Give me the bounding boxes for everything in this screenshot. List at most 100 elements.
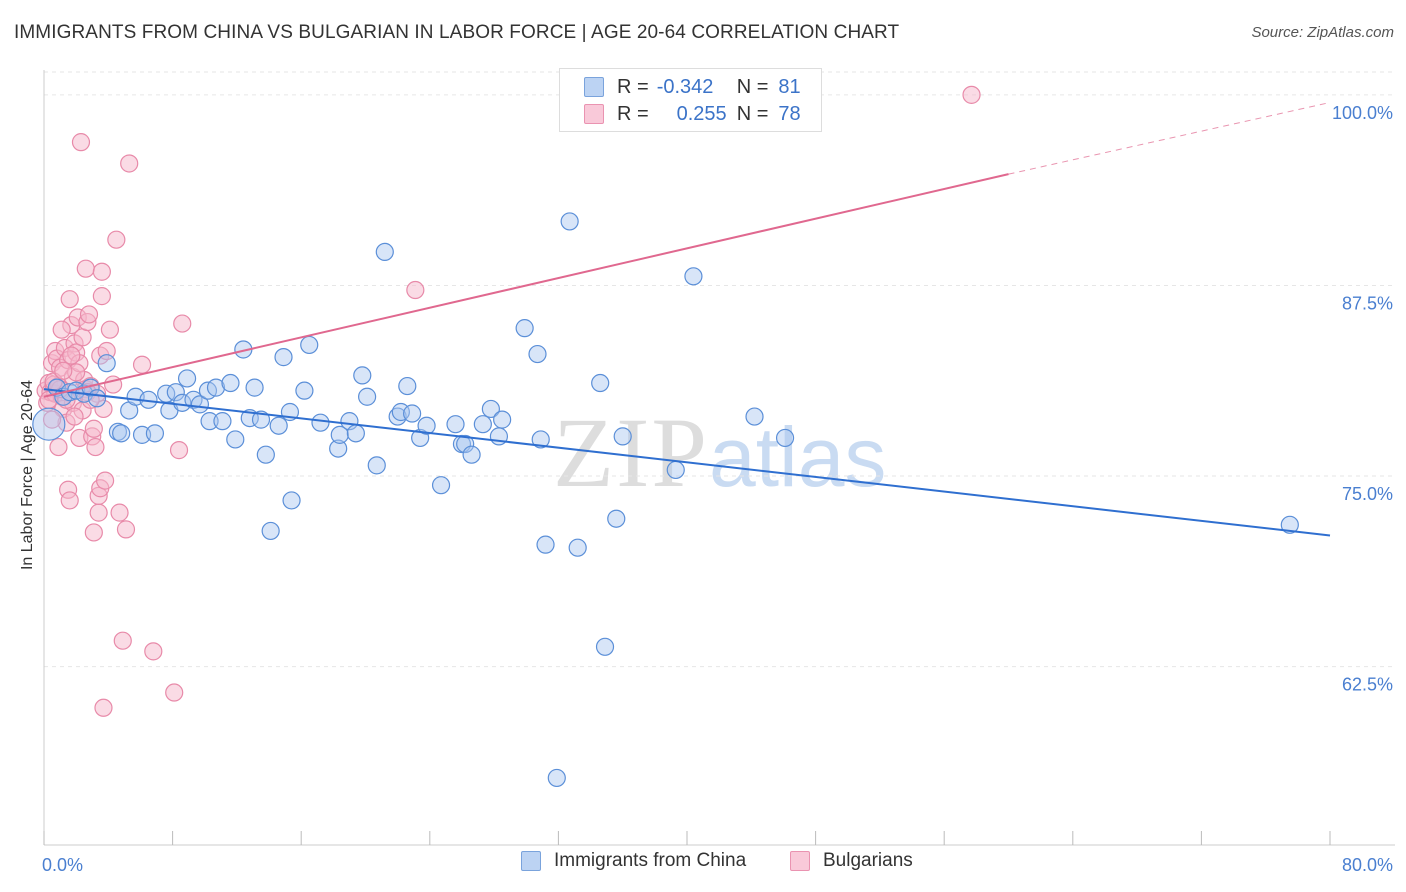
x-tick-label-min: 0.0% [42, 855, 83, 875]
china-point [547, 768, 566, 788]
r-value: -0.342 [656, 75, 714, 98]
china-point [311, 413, 330, 432]
y-tick-label: 75.0% [1342, 484, 1393, 504]
bulgarian-point [173, 314, 192, 333]
bulgarian-point [95, 471, 115, 490]
china-point [613, 427, 632, 446]
china-point [473, 415, 492, 434]
x-tick-label-max: 80.0% [1342, 855, 1393, 875]
bulgarian-point [62, 346, 81, 365]
china-point [536, 535, 555, 554]
china-point [358, 387, 377, 406]
china-point [403, 404, 422, 423]
bulgarian-point [54, 361, 73, 380]
bulgarian-point [60, 290, 79, 309]
bulgarian-point [84, 523, 103, 542]
china-swatch [584, 77, 604, 97]
china-point [607, 509, 626, 528]
china-point [568, 538, 587, 557]
n-value: 81 [778, 75, 801, 98]
r-value: 0.255 [676, 102, 727, 125]
china-point [528, 344, 547, 364]
chart-title: IMMIGRANTS FROM CHINA VS BULGARIAN IN LA… [14, 22, 900, 43]
y-tick-label: 62.5% [1342, 675, 1393, 695]
china-point [300, 335, 319, 355]
china-point [462, 445, 481, 464]
series-legend: Immigrants from China Bulgarians [0, 850, 1406, 878]
bulgarian-point [92, 287, 111, 306]
bulgarian-point [94, 399, 113, 419]
bulgarian-point [113, 631, 132, 650]
china-point [269, 416, 288, 435]
watermark: ZIPatlas [553, 395, 886, 510]
china-point [346, 424, 365, 443]
bulgarian-point [116, 520, 136, 539]
china-point [190, 395, 210, 414]
bulgarian-point [89, 503, 108, 522]
china-point [87, 389, 107, 408]
bulgarian-point [60, 491, 79, 510]
china-point [456, 434, 475, 454]
china-point [591, 373, 610, 393]
bulgarian-trend-extension [1008, 102, 1331, 175]
china-point [226, 430, 245, 449]
tick-labels: 62.5% 75.0% 87.5% 100.0% 0.0% 80.0% [42, 103, 1393, 875]
china-point [173, 393, 192, 412]
legend-row-china: R = -0.342 N = 81 [584, 74, 801, 100]
bulgarian-point [110, 503, 129, 522]
watermark-zip: ZIP [553, 397, 709, 508]
china-point [367, 456, 386, 475]
bulgarian-point [132, 355, 152, 374]
china-point [145, 424, 165, 443]
n-label: N = [736, 102, 769, 125]
y-tick-label: 100.0% [1332, 103, 1393, 123]
bulgarian-point [76, 259, 95, 278]
source-credit: Source: ZipAtlas.com [1251, 24, 1394, 41]
n-value: 78 [778, 102, 801, 125]
legend-item-bulgarian[interactable]: Bulgarians [790, 850, 913, 872]
bulgarian-point [73, 328, 92, 347]
china-point [666, 460, 685, 480]
r-label: R = [617, 75, 649, 98]
china-point [213, 412, 232, 431]
watermark-atlas: atlas [709, 410, 887, 504]
china-point [560, 212, 579, 231]
china-point [745, 407, 764, 426]
china-swatch [521, 851, 541, 871]
china-point [493, 410, 512, 429]
bulgarian-point [100, 320, 120, 339]
bulgarian-point [962, 85, 981, 104]
trend-lines [43, 102, 1331, 537]
legend-item-china[interactable]: Immigrants from China [521, 850, 746, 872]
china-point [481, 399, 500, 419]
china-point [515, 319, 534, 338]
bulgarian-swatch [584, 104, 604, 124]
china-point [32, 407, 66, 441]
china-point [177, 369, 197, 388]
china-point [112, 424, 131, 443]
r-label: R = [617, 102, 649, 125]
china-point [353, 366, 372, 385]
china-point [775, 428, 795, 448]
n-label: N = [736, 75, 769, 98]
bulgarian-point [65, 407, 84, 426]
china-trend-line [43, 388, 1331, 537]
china-point [256, 445, 275, 464]
legend-label-bulgarian: Bulgarians [823, 850, 913, 871]
bulgarian-points [36, 85, 981, 717]
china-point [206, 378, 226, 397]
bulgarian-point [49, 437, 68, 457]
bulgarian-point [84, 419, 103, 438]
bulgarian-point [406, 280, 425, 300]
legend-label-china: Immigrants from China [554, 850, 747, 871]
bulgarian-point [71, 133, 91, 152]
bulgarian-point [79, 305, 99, 324]
china-point [166, 383, 185, 402]
bulgarian-point [144, 642, 163, 661]
correlation-legend: R = -0.342 N = 81 R = 0.255 N = 78 [559, 68, 822, 132]
china-point [200, 412, 219, 431]
y-tick-label: 87.5% [1342, 293, 1393, 313]
china-point [245, 378, 264, 397]
china-point [595, 637, 615, 656]
